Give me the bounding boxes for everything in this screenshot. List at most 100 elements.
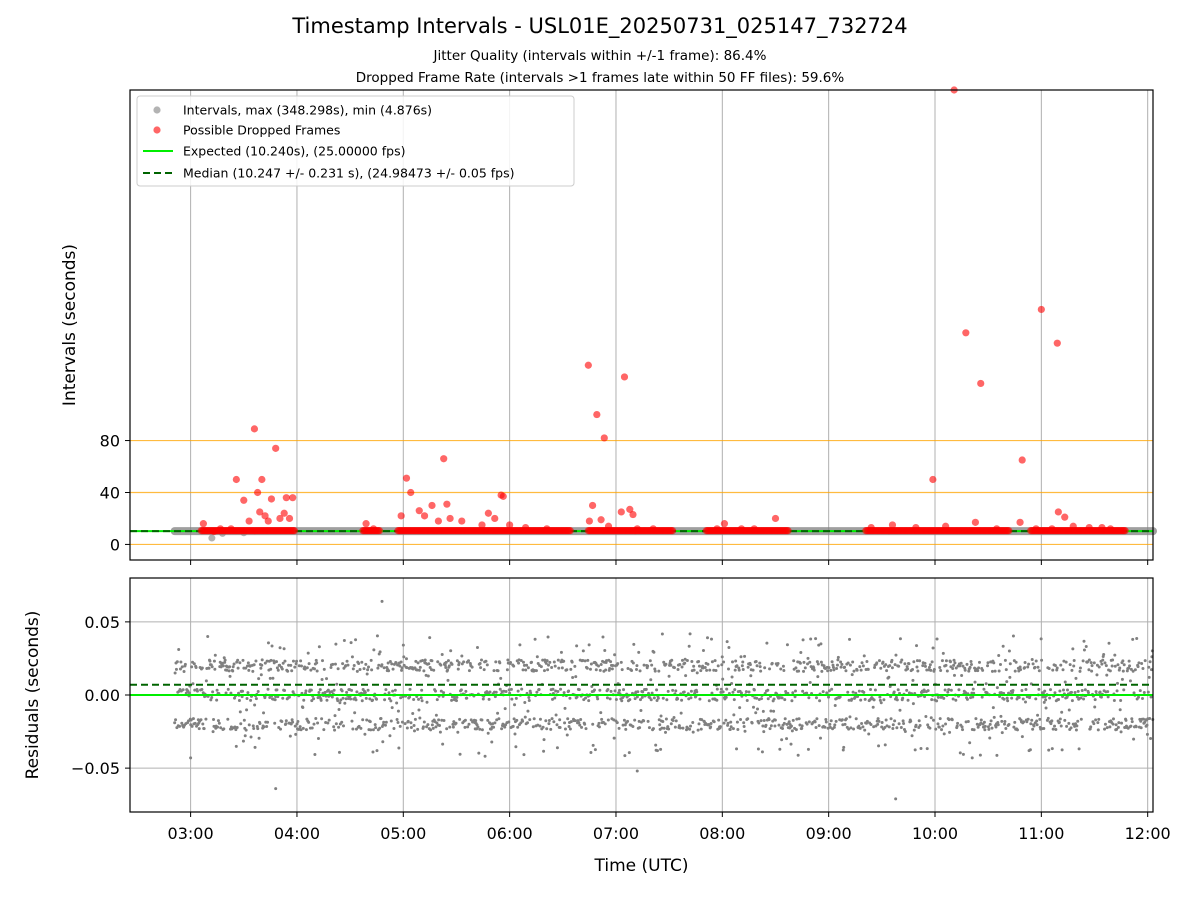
residual-point bbox=[282, 647, 286, 651]
residual-point bbox=[1097, 717, 1101, 721]
residual-point bbox=[672, 716, 676, 720]
residual-point bbox=[690, 659, 694, 663]
residual-point bbox=[646, 664, 650, 668]
residual-point bbox=[867, 732, 871, 736]
residual-point bbox=[379, 716, 383, 720]
residual-point bbox=[215, 688, 219, 692]
residual-point bbox=[955, 724, 959, 728]
residual-point bbox=[1060, 710, 1064, 714]
residual-point bbox=[527, 698, 531, 702]
residual-point bbox=[388, 734, 392, 738]
residual-point bbox=[928, 663, 932, 667]
residual-point bbox=[426, 723, 430, 727]
residual-point bbox=[1116, 681, 1120, 685]
residual-point bbox=[726, 721, 730, 725]
residual-point bbox=[492, 725, 496, 729]
residual-point bbox=[897, 722, 901, 726]
residual-point bbox=[881, 660, 885, 664]
residual-point bbox=[361, 718, 365, 722]
residual-point bbox=[326, 688, 330, 692]
x-tick-label: 08:00 bbox=[699, 824, 745, 843]
residual-point bbox=[345, 690, 349, 694]
x-tick-label: 12:00 bbox=[1125, 824, 1171, 843]
residual-point bbox=[997, 653, 1001, 657]
residual-point bbox=[1089, 725, 1093, 729]
residual-point bbox=[1007, 691, 1011, 695]
residual-point bbox=[800, 726, 804, 730]
residual-point bbox=[440, 652, 444, 656]
residual-point bbox=[183, 662, 187, 666]
residual-point bbox=[363, 732, 367, 736]
residual-point bbox=[1000, 719, 1004, 723]
residual-point bbox=[731, 660, 735, 664]
residual-point bbox=[832, 668, 836, 672]
residual-point bbox=[1000, 731, 1004, 735]
residual-point bbox=[1142, 690, 1146, 694]
residual-point bbox=[349, 697, 353, 701]
residual-point bbox=[873, 688, 877, 692]
residual-point bbox=[598, 688, 602, 692]
residual-point bbox=[481, 697, 485, 701]
residual-point bbox=[999, 714, 1003, 718]
residual-point bbox=[875, 661, 879, 665]
residual-point bbox=[1119, 730, 1123, 734]
residual-point bbox=[331, 662, 335, 666]
residual-point bbox=[575, 644, 579, 648]
residual-point bbox=[957, 688, 961, 692]
residual-point bbox=[615, 721, 619, 725]
residual-point bbox=[290, 718, 294, 722]
residual-point bbox=[542, 738, 546, 742]
residual-point bbox=[1124, 718, 1128, 722]
residual-point bbox=[600, 717, 604, 721]
residual-point bbox=[741, 660, 745, 664]
residual-point bbox=[1119, 699, 1123, 703]
residual-point bbox=[545, 727, 549, 731]
residual-point bbox=[855, 668, 859, 672]
residual-point bbox=[912, 660, 916, 664]
residual-point bbox=[367, 665, 371, 669]
residual-point bbox=[494, 660, 498, 664]
residual-point bbox=[758, 665, 762, 669]
residual-point bbox=[1037, 669, 1041, 673]
residual-point bbox=[1125, 669, 1129, 673]
residual-point bbox=[316, 721, 320, 725]
residual-point bbox=[608, 697, 612, 701]
residual-point bbox=[843, 722, 847, 726]
residual-point bbox=[336, 699, 340, 703]
residual-point bbox=[236, 666, 240, 670]
residual-point bbox=[450, 662, 454, 666]
residual-point bbox=[714, 668, 718, 672]
residual-point bbox=[1067, 708, 1071, 712]
residual-point bbox=[297, 664, 301, 668]
residual-point bbox=[298, 725, 302, 729]
residual-point bbox=[506, 658, 510, 662]
dropped-frame-rate-subtitle: Dropped Frame Rate (intervals >1 frames … bbox=[355, 70, 845, 86]
residual-point bbox=[1031, 727, 1035, 731]
residual-point bbox=[574, 675, 578, 679]
residual-point bbox=[971, 687, 975, 691]
residual-point bbox=[1057, 720, 1061, 724]
residual-point bbox=[1148, 660, 1152, 664]
residual-point bbox=[860, 721, 864, 725]
residual-point bbox=[522, 753, 526, 757]
residual-point bbox=[682, 690, 686, 694]
residual-point bbox=[936, 722, 940, 726]
residual-point bbox=[315, 661, 319, 665]
residual-point bbox=[851, 660, 855, 664]
residual-point bbox=[641, 690, 645, 694]
dropped-frame-point bbox=[282, 494, 290, 502]
residual-point bbox=[1044, 698, 1048, 702]
residual-point bbox=[545, 659, 549, 663]
residual-point bbox=[384, 720, 388, 724]
residual-point bbox=[512, 664, 516, 668]
residual-point bbox=[389, 719, 393, 723]
residual-point bbox=[236, 658, 240, 662]
residual-point bbox=[192, 662, 196, 666]
residual-point bbox=[563, 727, 567, 731]
residual-point bbox=[1043, 689, 1047, 693]
residual-point bbox=[806, 747, 810, 751]
residual-point bbox=[649, 698, 653, 702]
dropped-frame-point bbox=[216, 525, 224, 533]
residual-point bbox=[603, 648, 607, 652]
